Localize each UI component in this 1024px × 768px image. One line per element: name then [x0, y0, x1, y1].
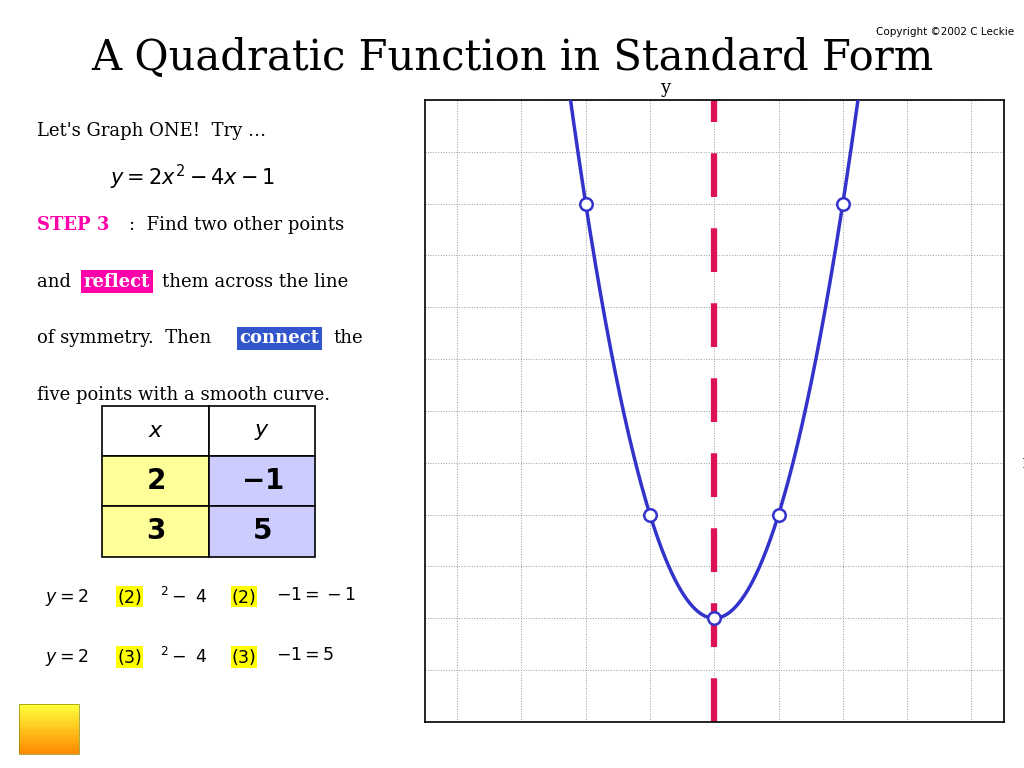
Bar — [209, 506, 315, 557]
Text: $\mathbf{3}$: $\mathbf{3}$ — [146, 518, 165, 545]
Bar — [18, 707, 79, 709]
Text: STEP 3: STEP 3 — [37, 216, 110, 233]
Bar — [18, 710, 79, 712]
Text: A Quadratic Function in Standard Form: A Quadratic Function in Standard Form — [91, 37, 933, 78]
Text: $- 1 = 5$: $- 1 = 5$ — [276, 647, 335, 664]
Bar — [18, 733, 79, 736]
Bar — [18, 724, 79, 726]
Text: of symmetry.  Then: of symmetry. Then — [37, 329, 217, 347]
Text: and: and — [37, 273, 77, 290]
Text: connect: connect — [240, 329, 319, 347]
Text: y: y — [659, 79, 670, 98]
Bar — [18, 719, 79, 720]
Text: :  Find two other points: : Find two other points — [129, 216, 344, 233]
Bar — [102, 456, 209, 506]
Bar — [18, 746, 79, 747]
Bar — [18, 727, 79, 729]
Bar — [18, 720, 79, 722]
Bar — [209, 456, 315, 506]
Text: $y = 2$: $y = 2$ — [45, 647, 88, 667]
Bar — [102, 406, 209, 456]
Bar — [102, 506, 209, 557]
Text: $y = 2$: $y = 2$ — [45, 587, 88, 607]
Bar — [18, 750, 79, 752]
Bar — [18, 722, 79, 724]
Bar — [18, 714, 79, 716]
Text: $y$: $y$ — [254, 420, 270, 442]
Text: $\mathbf{-1}$: $\mathbf{-1}$ — [241, 468, 284, 495]
Text: the: the — [334, 329, 364, 347]
Text: Copyright ©2002 C Leckie: Copyright ©2002 C Leckie — [876, 27, 1014, 37]
Bar — [18, 716, 79, 717]
Bar — [18, 743, 79, 746]
Bar — [18, 729, 79, 730]
Text: $(3)$: $(3)$ — [117, 647, 142, 667]
Bar — [18, 730, 79, 732]
Bar — [18, 717, 79, 719]
Text: $y = 2x^2 - 4x - 1$: $y = 2x^2 - 4x - 1$ — [110, 162, 275, 191]
Text: five points with a smooth curve.: five points with a smooth curve. — [37, 386, 330, 404]
Bar — [18, 739, 79, 740]
Text: $\mathbf{2}$: $\mathbf{2}$ — [146, 468, 165, 495]
Text: reflect: reflect — [84, 273, 151, 290]
Text: x: x — [1023, 454, 1024, 472]
Bar — [18, 740, 79, 742]
Bar — [18, 749, 79, 750]
Text: $(3)$: $(3)$ — [231, 647, 257, 667]
Bar — [18, 709, 79, 710]
Bar — [209, 406, 315, 456]
Bar — [18, 704, 79, 706]
Bar — [18, 736, 79, 737]
Text: $- 1 = - 1$: $- 1 = - 1$ — [276, 587, 356, 604]
Bar — [18, 706, 79, 707]
Text: $^2 -\ 4$: $^2 -\ 4$ — [160, 587, 207, 607]
Bar — [18, 732, 79, 733]
Bar — [18, 742, 79, 743]
Text: Let's Graph ONE!  Try …: Let's Graph ONE! Try … — [37, 122, 266, 141]
Bar — [18, 747, 79, 749]
Bar — [18, 726, 79, 727]
Text: $\mathbf{5}$: $\mathbf{5}$ — [252, 518, 272, 545]
Text: $x$: $x$ — [147, 420, 164, 442]
Text: $(2)$: $(2)$ — [117, 587, 142, 607]
Bar — [18, 752, 79, 753]
Bar — [18, 712, 79, 714]
Text: $^2 -\ 4$: $^2 -\ 4$ — [160, 647, 207, 667]
Bar — [18, 737, 79, 739]
Text: them across the line: them across the line — [162, 273, 348, 290]
Text: $(2)$: $(2)$ — [231, 587, 257, 607]
